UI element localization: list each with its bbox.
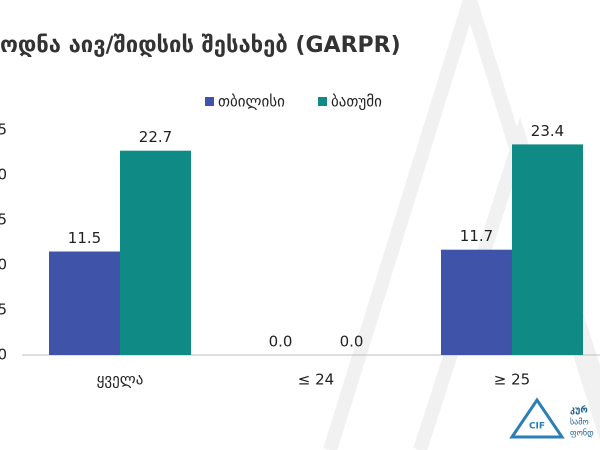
logo: CIF კურ სამო ფონდ bbox=[509, 397, 594, 439]
value-label: 0.0 bbox=[269, 333, 293, 351]
value-label: 11.7 bbox=[460, 227, 493, 245]
chart-title: ოდნა აივ/შიდსის შესახებ (GARPR) bbox=[0, 33, 401, 58]
y-tick-label: 20 bbox=[0, 166, 7, 184]
logo-text: სამო bbox=[570, 417, 589, 427]
y-tick-label: 10 bbox=[0, 256, 7, 274]
x-tick-label: ყველა bbox=[97, 371, 144, 389]
x-tick-label: ≥ 25 bbox=[494, 371, 530, 389]
logo-icon bbox=[509, 397, 565, 439]
value-label: 11.5 bbox=[68, 229, 101, 247]
bar bbox=[441, 249, 512, 355]
logo-text: ფონდ bbox=[570, 428, 594, 438]
legend-swatch bbox=[205, 97, 214, 106]
x-tick-label: ≤ 24 bbox=[298, 371, 334, 389]
bar bbox=[512, 144, 583, 355]
bar bbox=[120, 150, 191, 355]
y-tick-label: 25 bbox=[0, 121, 7, 139]
legend-label: ბათუმი bbox=[331, 93, 382, 111]
y-tick-label: 15 bbox=[0, 211, 7, 229]
logo-text: კურ bbox=[570, 405, 588, 416]
y-tick-label: 0 bbox=[0, 346, 7, 364]
legend-label: თბილისი bbox=[218, 93, 285, 111]
logo-mark: CIF bbox=[529, 422, 545, 432]
value-label: 0.0 bbox=[340, 333, 364, 351]
bar bbox=[49, 251, 120, 355]
y-tick-label: 5 bbox=[0, 301, 7, 319]
value-label: 22.7 bbox=[139, 128, 172, 146]
value-label: 23.4 bbox=[531, 122, 564, 140]
legend-swatch bbox=[318, 97, 327, 106]
